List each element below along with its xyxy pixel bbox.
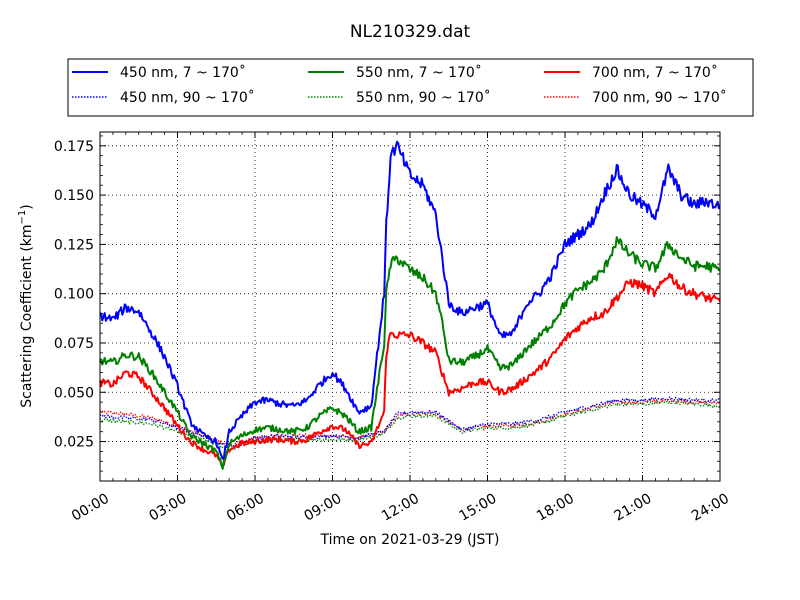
series-layer <box>99 140 721 470</box>
plot-frame <box>99 131 721 482</box>
legend-entry-label: 550 nm, 90 ~ 170˚ <box>356 89 491 106</box>
chart-title: NL210329.dat <box>350 22 471 42</box>
series-line <box>99 272 721 466</box>
x-axis-title: Time on 2021-03-29 (JST) <box>320 532 500 548</box>
legend: 450 nm, 7 ~ 170˚ 450 nm, 90 ~ 170˚ 550 nm,… <box>67 58 754 117</box>
series-line <box>99 236 721 470</box>
y-tick-label: 0.050 <box>54 385 94 401</box>
y-tick-label: 0.100 <box>54 287 94 303</box>
y-axis-title-superscript: −1 <box>17 210 28 225</box>
series-line <box>99 396 721 449</box>
legend-entry-label: 700 nm, 7 ~ 170˚ <box>592 64 718 81</box>
series-line <box>99 400 721 451</box>
y-axis-title-end: ) <box>19 204 35 209</box>
y-tick-label: 0.150 <box>54 188 94 204</box>
legend-entry-label: 450 nm, 7 ~ 170˚ <box>120 64 246 81</box>
y-tick-label: 0.025 <box>54 435 94 451</box>
y-axis-title: Scattering Coefficient (km−1) <box>17 204 35 408</box>
y-tick-label: 0.175 <box>54 139 94 155</box>
legend-box <box>67 58 754 117</box>
legend-entry-label: 700 nm, 90 ~ 170˚ <box>592 89 727 106</box>
y-axis-title-main: Scattering Coefficient (km <box>19 224 35 407</box>
y-tick-label: 0.075 <box>54 336 94 352</box>
y-tick-label: 0.125 <box>54 237 94 253</box>
y-tick-labels: 0.025 0.050 0.075 0.100 0.125 0.150 0.175 <box>54 139 94 451</box>
legend-entry-label: 450 nm, 90 ~ 170˚ <box>120 89 255 106</box>
series-line <box>99 140 721 460</box>
legend-entry-label: 550 nm, 7 ~ 170˚ <box>356 64 482 81</box>
